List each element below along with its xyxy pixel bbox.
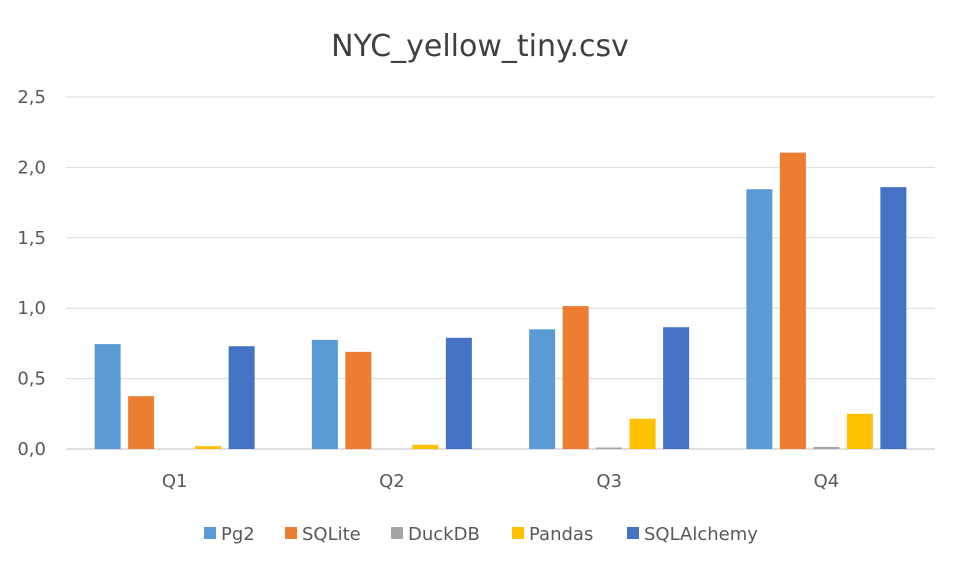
legend-item-sqlite: SQLite <box>285 524 361 545</box>
bar-sqlite-q1 <box>128 396 155 449</box>
legend: Pg2 SQLite DuckDB Pandas SQLAlchemy <box>204 524 758 545</box>
bar-pg2-q4 <box>746 189 773 449</box>
bar-sqlalchemy-q1 <box>228 346 255 449</box>
legend-item-pandas: Pandas <box>512 524 593 545</box>
x-tick-label: Q2 <box>379 471 405 492</box>
x-tick-label: Q3 <box>596 471 622 492</box>
bar-sqlalchemy-q4 <box>880 187 907 449</box>
chart-title: NYC_yellow_tiny.csv <box>331 29 629 64</box>
legend-swatch <box>285 527 297 539</box>
legend-label: Pg2 <box>221 524 255 545</box>
legend-label: Pandas <box>529 524 593 545</box>
y-tick-label: 2,5 <box>17 87 46 108</box>
bar-pg2-q1 <box>94 344 121 449</box>
x-tick-label: Q1 <box>162 471 188 492</box>
bar-pg2-q3 <box>529 329 556 449</box>
legend-item-pg2: Pg2 <box>204 524 255 545</box>
y-tick-labels: 0,0 0,5 1,0 1,5 2,0 2,5 <box>17 87 46 460</box>
legend-swatch <box>627 527 639 539</box>
y-tick-label: 0,5 <box>17 369 46 390</box>
bar-sqlalchemy-q3 <box>663 327 690 449</box>
bar-sqlalchemy-q2 <box>445 337 472 449</box>
bar-sqlite-q3 <box>562 306 589 449</box>
x-tick-label: Q4 <box>814 471 840 492</box>
legend-swatch <box>512 527 524 539</box>
bar-sqlite-q4 <box>779 152 806 449</box>
legend-label: SQLAlchemy <box>644 524 758 545</box>
legend-swatch <box>391 527 403 539</box>
legend-item-sqlalchemy: SQLAlchemy <box>627 524 758 545</box>
legend-label: SQLite <box>302 524 361 545</box>
bar-sqlite-q2 <box>345 351 372 449</box>
y-tick-label: 1,5 <box>17 228 46 249</box>
y-tick-label: 1,0 <box>17 298 46 319</box>
bar-pandas-q4 <box>846 413 873 449</box>
y-tick-label: 0,0 <box>17 439 46 460</box>
legend-swatch <box>204 527 216 539</box>
bar-pandas-q1 <box>195 446 222 449</box>
bars <box>94 152 907 449</box>
x-tick-labels: Q1 Q2 Q3 Q4 <box>162 471 839 492</box>
bar-pg2-q2 <box>311 339 338 449</box>
bar-pandas-q3 <box>629 418 656 449</box>
legend-item-duckdb: DuckDB <box>391 524 480 545</box>
bar-duckdb-q3 <box>596 447 623 449</box>
y-tick-label: 2,0 <box>17 157 46 178</box>
bar-pandas-q2 <box>412 444 439 449</box>
bar-duckdb-q4 <box>813 446 840 449</box>
legend-label: DuckDB <box>408 524 480 545</box>
